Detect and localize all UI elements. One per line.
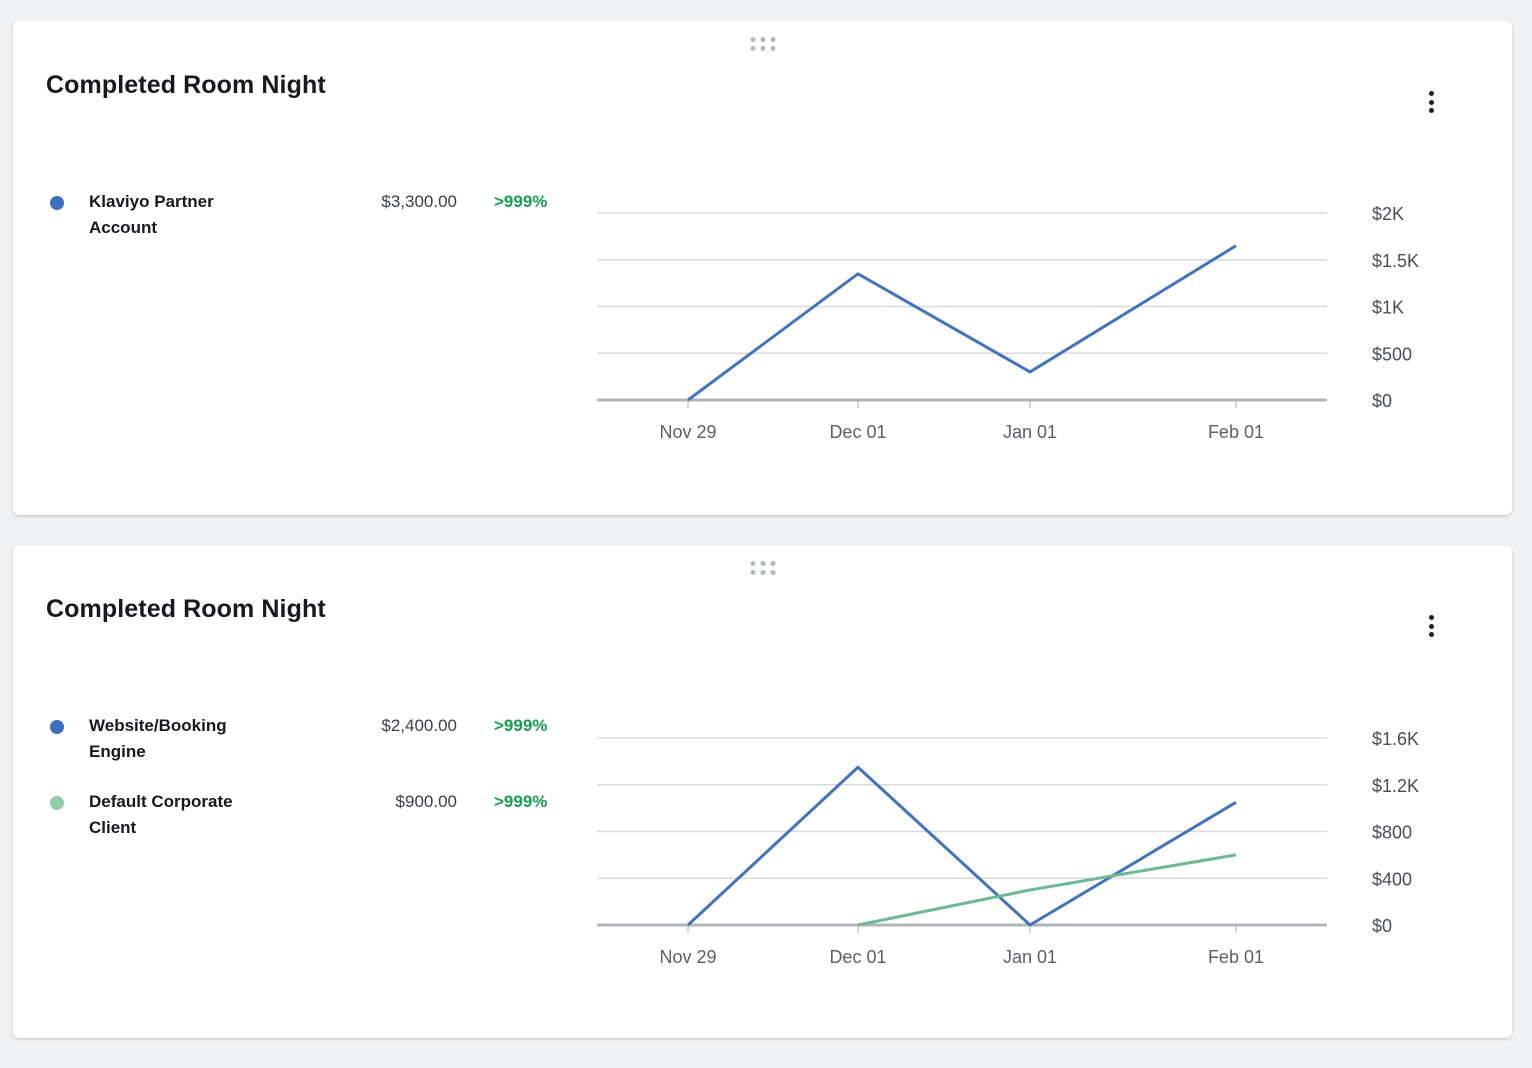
svg-text:Feb 01: Feb 01 [1208,947,1264,967]
kebab-dot [1428,91,1434,96]
svg-text:$800: $800 [1372,823,1412,843]
card-title: Completed Room Night [46,71,326,99]
svg-text:$0: $0 [1372,916,1392,936]
svg-text:$1K: $1K [1372,298,1404,318]
series-name: Default Corporate Client [89,792,233,837]
kebab-dot [1428,623,1434,629]
kebab-dot [1428,108,1434,113]
series-name: Klaviyo Partner Account [89,192,214,237]
drag-handle-icon[interactable] [740,31,785,57]
series-color-dot [50,796,64,810]
svg-text:$0: $0 [1372,391,1392,411]
kebab-dot [1428,99,1434,105]
svg-text:Nov 29: Nov 29 [660,947,717,967]
series-total-value: $3,300.00 [381,192,457,211]
svg-text:Dec 01: Dec 01 [829,422,886,442]
kebab-menu-button[interactable] [1412,606,1450,646]
kebab-dot [1428,632,1434,637]
svg-text:$1.6K: $1.6K [1372,729,1419,749]
series-change-badge: >999% [494,792,548,811]
series-name: Website/Booking Engine [89,716,227,761]
svg-text:$500: $500 [1372,344,1412,364]
kebab-dot [1428,615,1434,620]
svg-text:$2K: $2K [1372,204,1404,224]
svg-text:$400: $400 [1372,869,1412,889]
svg-text:Jan 01: Jan 01 [1003,947,1057,967]
line-chart: Nov 29 Dec 01 Jan 01 Feb 01 $0 $400 $800 $1.2K $… [560,705,1490,995]
card-title: Completed Room Night [46,595,326,623]
series-total-value: $900.00 [395,792,457,811]
kebab-menu-button[interactable] [1412,82,1450,122]
svg-text:Jan 01: Jan 01 [1003,422,1057,442]
svg-text:Dec 01: Dec 01 [829,947,886,967]
line-chart: Nov 29 Dec 01 Jan 01 Feb 01 $0 $500 $1K $1.5K $2… [560,180,1490,470]
series-color-dot [50,720,64,734]
svg-text:$1.5K: $1.5K [1372,251,1419,271]
svg-text:Feb 01: Feb 01 [1208,422,1264,442]
series-total-value: $2,400.00 [381,716,457,735]
series-change-badge: >999% [494,716,548,735]
svg-text:$1.2K: $1.2K [1372,776,1419,796]
series-change-badge: >999% [494,192,548,211]
widget-card-completed-room-night-2: Completed Room Night Website/Booking Eng… [13,545,1512,1038]
drag-handle-icon[interactable] [740,555,785,581]
series-color-dot [50,196,64,210]
svg-text:Nov 29: Nov 29 [660,422,717,442]
widget-card-completed-room-night-1: Completed Room Night Klaviyo Partner Acc… [13,21,1512,515]
